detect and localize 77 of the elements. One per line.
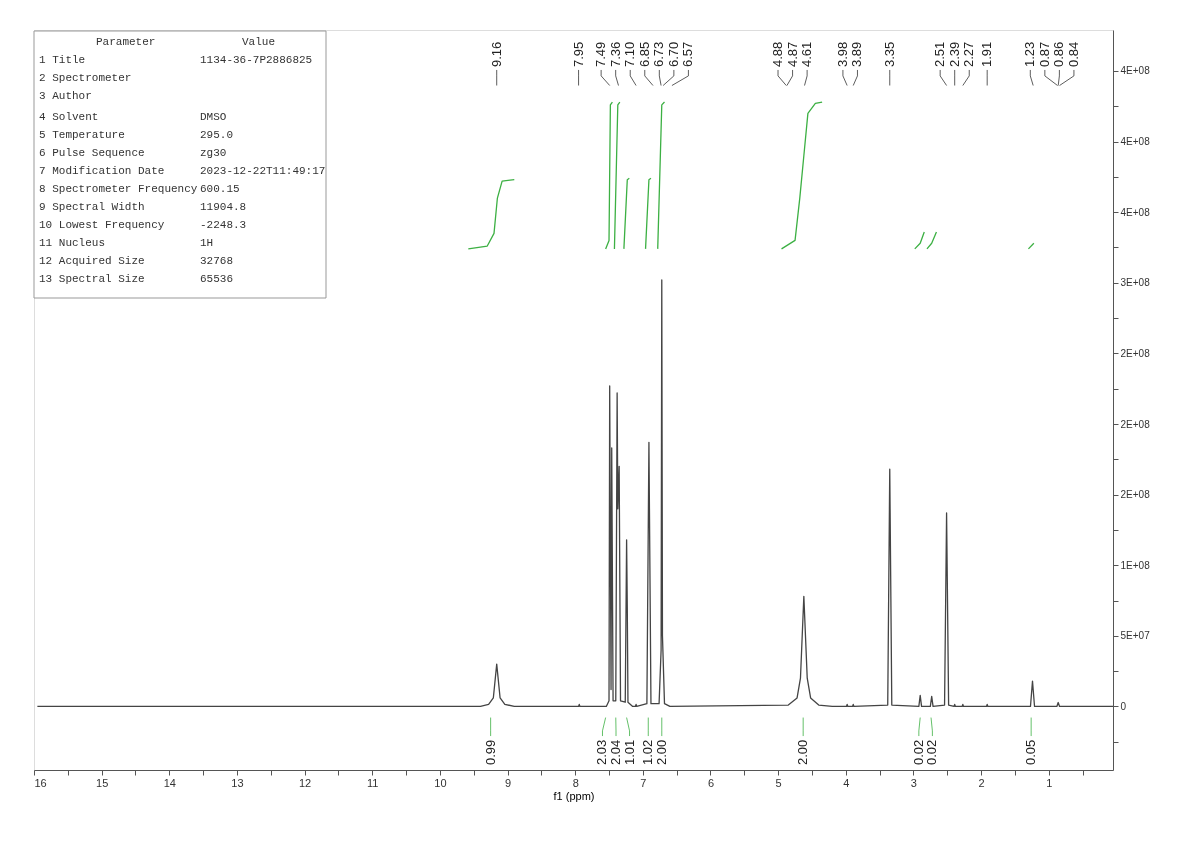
- x-tick-label: 5: [775, 776, 782, 789]
- x-tick-label: 1: [1046, 776, 1053, 789]
- y-tick-label: 5E+07: [1120, 630, 1151, 642]
- x-tick-label: 14: [163, 776, 176, 789]
- text: 12 Acquired Size 32768: [39, 255, 234, 267]
- x-tick-label: 9: [504, 776, 512, 789]
- text: 6 Pulse Sequence zg30: [39, 147, 227, 159]
- x-tick-label: 12: [298, 776, 312, 789]
- x-tick-label: 15: [96, 776, 109, 789]
- annotation: 3.98: [834, 41, 850, 67]
- x-tick-label: 8: [572, 776, 579, 789]
- x-tick-label: 13: [231, 776, 244, 789]
- x-tick-label: 7: [640, 776, 647, 789]
- annotation: 1.02: [640, 739, 656, 766]
- x-tick-label: 11: [367, 776, 379, 789]
- annotation: 0.84: [1065, 41, 1081, 67]
- annotation: 1.91: [979, 41, 995, 67]
- y-tick-label: 0: [1120, 700, 1127, 712]
- annotation: 3 Author: [39, 90, 92, 102]
- annotation: 4.61: [799, 41, 815, 67]
- text: 4 Solvent DMSO: [39, 111, 227, 123]
- annotation: 7.10: [622, 41, 638, 67]
- annotation: 1.01: [621, 739, 637, 766]
- line-series: [780, 101, 823, 250]
- annotation: 2.27: [961, 41, 977, 67]
- annotation: 1.23: [1022, 41, 1038, 67]
- annotation: 2.00: [653, 739, 669, 766]
- annotation: 7.49: [593, 41, 609, 67]
- x-tick-label: 10: [434, 776, 447, 789]
- annotation: 0.02: [924, 739, 940, 766]
- annotation: 8 Spectrometer Frequency 600.15: [39, 183, 240, 195]
- annotation: 7.36: [607, 41, 623, 67]
- annotation: 0.99: [482, 739, 498, 766]
- x-tick-label: 2: [978, 776, 985, 789]
- y-tick-label: 4E+08: [1120, 136, 1151, 148]
- y-tick-label: 2E+08: [1120, 489, 1151, 501]
- y-tick-label: 2E+08: [1120, 418, 1151, 430]
- text: 13 Spectral Size 65536: [39, 273, 234, 285]
- annotation: 3.35: [881, 41, 897, 67]
- y-tick-label: 4E+08: [1120, 206, 1151, 218]
- annotation: 6.85: [636, 41, 652, 67]
- annotation: 2.03: [594, 739, 610, 766]
- text: 5 Temperature 295.0: [39, 129, 234, 141]
- annotation: 0.86: [1051, 41, 1067, 67]
- annotation: 2.51: [932, 41, 948, 67]
- annotation: 3.89: [849, 41, 865, 67]
- annotation: 7.95: [570, 41, 586, 67]
- x-tick-label: 3: [910, 776, 917, 789]
- x-tick-label: 6: [707, 776, 715, 789]
- x-axis-title: f1 (ppm): [553, 789, 595, 802]
- line-series: [604, 101, 614, 250]
- annotation: 2.04: [608, 739, 624, 766]
- y-tick-label: 1E+08: [1120, 559, 1151, 571]
- annotation: 2.00: [795, 739, 811, 766]
- annotation: 0.05: [1023, 739, 1039, 766]
- x-tick-label: 16: [34, 776, 47, 789]
- y-tick-label: 2E+08: [1120, 347, 1151, 359]
- text: 1 Title 1134-36-7P2886825: [39, 54, 313, 66]
- annotation: 0.87: [1036, 41, 1052, 67]
- text: 9 Spectral Width 11904.8: [39, 201, 247, 213]
- annotation: 6.57: [680, 41, 696, 67]
- x-tick-label: 4: [843, 776, 850, 789]
- annotation: 2.39: [946, 41, 962, 67]
- text: Parameter Value: [96, 36, 276, 48]
- line-series: [467, 179, 515, 250]
- annotation: 0.02: [910, 739, 926, 766]
- annotation: 4.87: [784, 41, 800, 67]
- annotation: 6.73: [651, 41, 667, 67]
- y-tick-label: 3E+08: [1120, 277, 1151, 289]
- text: 7 Modification Date 2023-12-22T11:49:17: [39, 165, 326, 177]
- y-tick-label: 4E+08: [1120, 65, 1151, 77]
- text: 11 Nucleus 1H: [39, 237, 214, 249]
- annotation: 9.16: [488, 41, 504, 67]
- annotation: 2 Spectrometer: [39, 72, 132, 84]
- annotation: 6.70: [665, 41, 681, 67]
- text: 10 Lowest Frequency -2248.3: [39, 219, 247, 231]
- annotation: 4.88: [770, 41, 786, 67]
